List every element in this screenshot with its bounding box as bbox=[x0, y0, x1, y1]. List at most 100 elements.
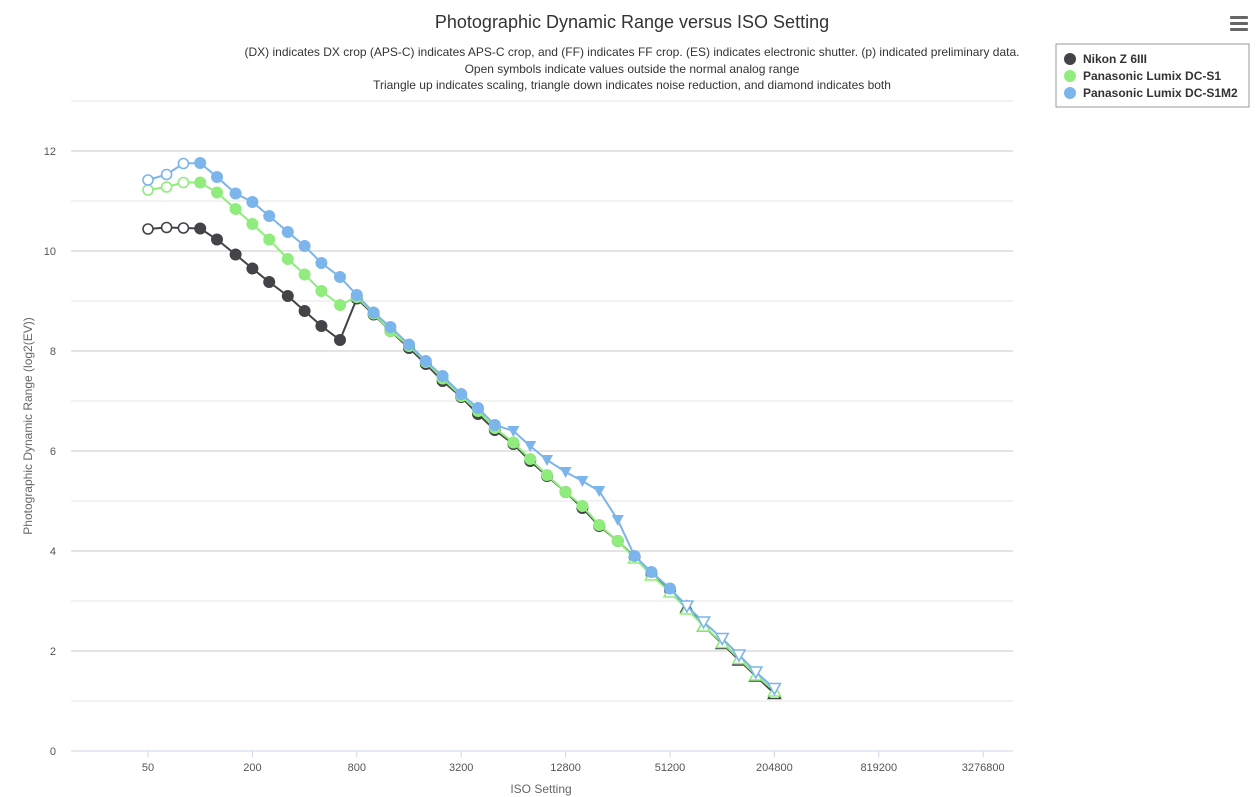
data-point[interactable] bbox=[628, 550, 641, 562]
data-point[interactable] bbox=[211, 186, 224, 199]
data-point[interactable] bbox=[211, 233, 224, 246]
plot-series bbox=[142, 157, 782, 700]
data-point[interactable] bbox=[194, 222, 207, 235]
data-point[interactable] bbox=[333, 271, 346, 283]
data-point[interactable] bbox=[472, 402, 485, 414]
data-point[interactable] bbox=[160, 168, 173, 181]
data-point[interactable] bbox=[177, 157, 190, 170]
data-point[interactable] bbox=[263, 233, 276, 246]
grid-lines bbox=[71, 100, 1013, 752]
chart-menu-button[interactable] bbox=[1230, 16, 1248, 32]
data-point[interactable] bbox=[524, 441, 537, 452]
y-axis-title: Photographic Dynamic Range (log2(EV)) bbox=[21, 317, 35, 534]
data-point[interactable] bbox=[246, 196, 259, 208]
data-point[interactable] bbox=[611, 535, 624, 547]
y-tick-label: 12 bbox=[44, 146, 56, 158]
data-point[interactable] bbox=[333, 299, 346, 311]
data-point[interactable] bbox=[229, 203, 242, 215]
chart-subtitle-line-2: Open symbols indicate values outside the… bbox=[465, 62, 800, 76]
data-point[interactable] bbox=[455, 388, 468, 400]
menu-icon-bar bbox=[1230, 28, 1248, 31]
data-point[interactable] bbox=[315, 285, 328, 297]
data-point[interactable] bbox=[177, 176, 190, 189]
data-point[interactable] bbox=[211, 171, 224, 183]
data-point[interactable] bbox=[507, 436, 520, 449]
chart-title: Photographic Dynamic Range versus ISO Se… bbox=[435, 12, 829, 32]
data-point[interactable] bbox=[767, 682, 782, 697]
x-tick-label: 50 bbox=[142, 762, 154, 774]
data-point[interactable] bbox=[748, 666, 764, 680]
y-tick-label: 4 bbox=[50, 546, 56, 558]
data-point[interactable] bbox=[679, 600, 695, 614]
data-point[interactable] bbox=[367, 306, 380, 319]
data-point[interactable] bbox=[350, 289, 363, 301]
data-point[interactable] bbox=[541, 455, 554, 466]
legend-item-nikon-z6iii[interactable]: Nikon Z 6III bbox=[1064, 52, 1147, 66]
data-point[interactable] bbox=[436, 370, 449, 382]
legend-label-panasonic-s1: Panasonic Lumix DC-S1 bbox=[1083, 69, 1221, 83]
x-tick-label: 204800 bbox=[756, 762, 793, 774]
data-point[interactable] bbox=[229, 248, 242, 261]
data-point[interactable] bbox=[315, 320, 328, 332]
data-point[interactable] bbox=[142, 184, 154, 196]
x-tick-label: 3276800 bbox=[962, 762, 1005, 774]
data-point[interactable] bbox=[541, 469, 554, 481]
data-point[interactable] bbox=[524, 453, 537, 465]
data-point[interactable] bbox=[714, 632, 730, 647]
legend-item-panasonic-s1[interactable]: Panasonic Lumix DC-S1 bbox=[1064, 69, 1221, 83]
series-line bbox=[147, 161, 776, 690]
data-point[interactable] bbox=[403, 338, 415, 351]
data-point[interactable] bbox=[177, 222, 190, 234]
legend-marker-panasonic-s1 bbox=[1064, 70, 1076, 82]
data-point[interactable] bbox=[696, 616, 711, 630]
data-point[interactable] bbox=[576, 500, 589, 512]
data-point[interactable] bbox=[160, 221, 173, 234]
data-point[interactable] bbox=[384, 321, 397, 333]
data-point[interactable] bbox=[142, 223, 154, 235]
data-point[interactable] bbox=[593, 519, 606, 531]
x-axis-title: ISO Setting bbox=[510, 782, 571, 796]
data-point[interactable] bbox=[160, 181, 173, 193]
data-point[interactable] bbox=[281, 226, 294, 238]
data-point[interactable] bbox=[559, 467, 572, 478]
data-point[interactable] bbox=[246, 262, 259, 275]
y-tick-label: 0 bbox=[50, 746, 56, 758]
data-point[interactable] bbox=[611, 515, 624, 526]
x-tick-label: 3200 bbox=[449, 762, 473, 774]
data-point[interactable] bbox=[315, 257, 328, 269]
data-point[interactable] bbox=[645, 566, 658, 578]
data-point[interactable] bbox=[593, 486, 606, 497]
data-point[interactable] bbox=[576, 476, 589, 487]
x-tick-label: 800 bbox=[348, 762, 366, 774]
data-point[interactable] bbox=[298, 268, 311, 281]
data-point[interactable] bbox=[281, 290, 294, 302]
data-point[interactable] bbox=[263, 276, 276, 288]
data-point[interactable] bbox=[194, 157, 207, 169]
data-point[interactable] bbox=[194, 176, 207, 189]
data-point[interactable] bbox=[731, 649, 747, 663]
data-point[interactable] bbox=[142, 174, 154, 186]
data-point[interactable] bbox=[488, 419, 501, 431]
legend-label-nikon-z6iii: Nikon Z 6III bbox=[1083, 52, 1147, 66]
legend: Nikon Z 6III Panasonic Lumix DC-S1 Panas… bbox=[1055, 43, 1250, 108]
data-point[interactable] bbox=[559, 486, 572, 498]
data-point[interactable] bbox=[263, 210, 276, 222]
data-point[interactable] bbox=[246, 218, 259, 230]
series-line bbox=[147, 226, 776, 695]
x-tick-label: 200 bbox=[243, 762, 261, 774]
data-point[interactable] bbox=[298, 240, 311, 252]
data-point[interactable] bbox=[281, 253, 294, 265]
y-tick-label: 8 bbox=[50, 346, 56, 358]
data-point[interactable] bbox=[298, 305, 311, 317]
data-point[interactable] bbox=[333, 334, 346, 346]
data-point[interactable] bbox=[507, 426, 520, 437]
y-tick-label: 6 bbox=[50, 446, 56, 458]
data-point[interactable] bbox=[664, 582, 676, 595]
data-point[interactable] bbox=[419, 355, 432, 367]
x-tick-label: 51200 bbox=[655, 762, 686, 774]
data-point[interactable] bbox=[229, 187, 242, 200]
legend-item-panasonic-s1m2[interactable]: Panasonic Lumix DC-S1M2 bbox=[1064, 86, 1238, 100]
legend-marker-nikon-z6iii bbox=[1064, 53, 1076, 65]
x-tick-label: 12800 bbox=[550, 762, 581, 774]
